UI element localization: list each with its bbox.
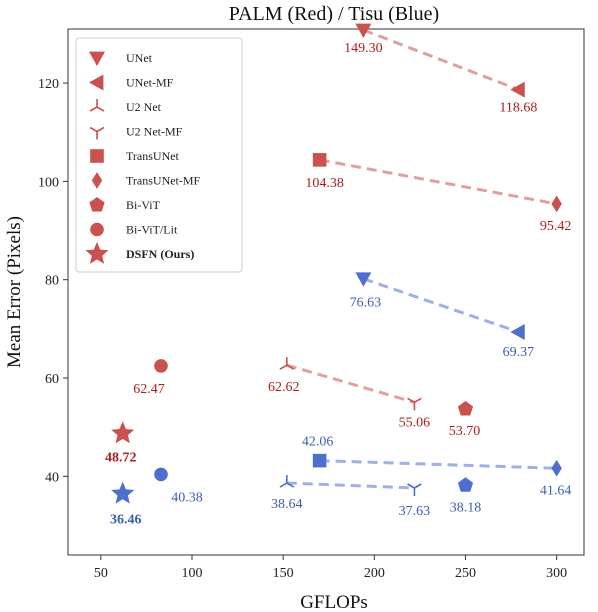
marker-tisu-dsfn-ours [111, 481, 135, 504]
label-palm-transunet-mf: 95.42 [540, 219, 572, 234]
legend-label-transunet-mf: TransUNet-MF [126, 174, 201, 188]
legend-marker-u2-net [89, 99, 105, 112]
label-palm-bi-vit: 53.70 [449, 424, 481, 439]
legend-label-bi-vit-lit: Bi-ViT/Lit [126, 223, 178, 237]
data-markers [111, 23, 562, 504]
marker-palm-dsfn-ours [111, 421, 135, 444]
marker-palm-bi-vit [457, 400, 474, 416]
marker-palm-unet-mf [510, 81, 525, 98]
x-tick-label: 200 [364, 566, 385, 581]
legend-marker-unet-mf [89, 74, 104, 91]
data-labels: 149.30 118.68 62.62 55.06 104.38 95.42 53.70 62… [105, 41, 571, 528]
legend-marker-bi-vit-lit [90, 222, 104, 237]
link-tisu-u2-net [286, 481, 415, 490]
label-tisu-unet: 76.63 [350, 296, 382, 311]
label-palm-transunet: 104.38 [305, 176, 344, 191]
link-tisu-transunet [319, 459, 557, 470]
label-tisu-bi-vit-lit: 40.38 [171, 490, 203, 505]
x-tick-label: 100 [181, 566, 202, 581]
legend-label-u2-net: U2 Net [126, 100, 162, 114]
marker-tisu-transunet [312, 453, 327, 468]
marker-palm-transunet-mf [551, 195, 562, 213]
legend-label-transunet: TransUNet [126, 149, 180, 163]
label-tisu-u2-net: 38.64 [271, 497, 303, 512]
x-tick-label: 150 [273, 566, 294, 581]
link-palm-unet [362, 28, 519, 91]
label-palm-u2-net-mf: 55.06 [399, 415, 431, 430]
y-tick-label: 40 [45, 470, 59, 485]
legend-marker-transunet-mf [91, 172, 103, 189]
legend-marker-u2-net-mf [89, 126, 105, 140]
legend-label-dsfn-ours: DSFN (Ours) [126, 247, 194, 261]
x-tick-label: 50 [94, 566, 108, 581]
chart-title: PALM (Red) / Tisu (Blue) [229, 3, 439, 25]
marker-tisu-bi-vit [457, 477, 474, 492]
label-palm-bi-vit-lit: 62.47 [133, 382, 165, 397]
label-palm-u2-net: 62.62 [268, 380, 300, 395]
label-tisu-dsfn-ours: 36.46 [110, 513, 142, 528]
connector-lines [286, 28, 557, 490]
link-palm-transunet [319, 158, 557, 206]
label-tisu-unet-mf: 69.37 [503, 345, 535, 360]
x-tick-label: 250 [455, 566, 476, 581]
y-axis-title: Mean Error (Pixels) [4, 216, 25, 368]
legend: UNet UNet-MF U2 Net U2 Net-MF TransUNet Trans… [75, 37, 243, 273]
marker-tisu-unet [355, 272, 372, 287]
legend-label-u2-net-mf: U2 Net-MF [126, 125, 183, 139]
legend-box [75, 37, 243, 273]
label-tisu-transunet: 42.06 [302, 435, 334, 450]
legend-marker-dsfn-ours [85, 241, 109, 264]
x-tick-label: 300 [546, 566, 567, 581]
marker-palm-transunet [312, 153, 327, 167]
label-tisu-u2-net-mf: 37.63 [399, 504, 431, 519]
marker-tisu-transunet-mf [551, 459, 562, 477]
legend-marker-unet [89, 51, 105, 66]
marker-palm-u2-net [279, 357, 295, 370]
y-axis-ticks: 40 60 80 100 120 [38, 77, 68, 485]
label-tisu-bi-vit: 38.18 [450, 500, 482, 515]
x-axis-ticks: 50 100 150 200 250 300 [94, 555, 567, 581]
marker-palm-u2-net-mf [407, 397, 422, 411]
marker-tisu-unet-mf [510, 323, 525, 340]
y-tick-label: 100 [38, 175, 59, 190]
link-tisu-unet [362, 277, 519, 334]
y-tick-label: 120 [38, 77, 59, 92]
legend-marker-transunet [90, 149, 104, 163]
plot-area [67, 28, 585, 556]
label-palm-unet-mf: 118.68 [499, 101, 537, 116]
marker-palm-bi-vit-lit [154, 359, 168, 373]
label-palm-unet: 149.30 [344, 41, 383, 56]
legend-marker-bi-vit [89, 197, 105, 212]
marker-tisu-u2-net-mf [407, 483, 422, 496]
marker-palm-unet [355, 23, 372, 38]
label-palm-dsfn-ours: 48.72 [105, 450, 137, 465]
label-tisu-transunet-mf: 41.64 [540, 483, 572, 498]
y-tick-label: 60 [45, 372, 59, 387]
legend-label-unet: UNet [126, 51, 153, 65]
y-tick-label: 80 [45, 274, 59, 289]
legend-label-unet-mf: UNet-MF [126, 76, 174, 90]
marker-tisu-u2-net [279, 475, 295, 488]
legend-label-bi-vit: Bi-ViT [126, 198, 161, 212]
link-palm-u2-net [286, 363, 415, 404]
marker-tisu-bi-vit-lit [154, 467, 168, 482]
x-axis-title: GFLOPs [300, 592, 368, 612]
